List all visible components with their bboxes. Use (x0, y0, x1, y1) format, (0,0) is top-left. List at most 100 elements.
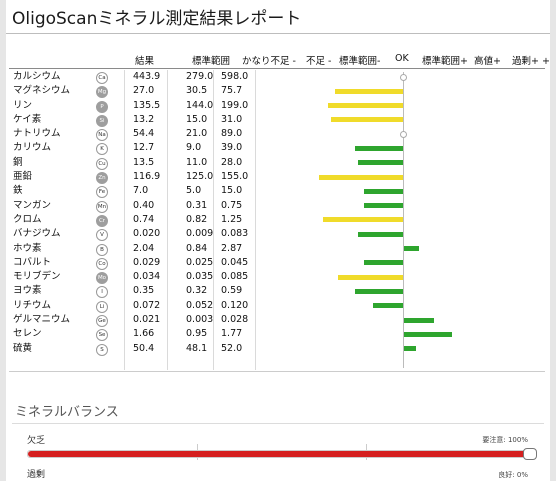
table-row: コバルト Co 0.029 0.025 0.045 (9, 256, 545, 270)
table-row: ゲルマニウム Ge 0.021 0.003 0.028 (9, 313, 545, 328)
range-low: 0.025 (186, 256, 214, 268)
range-low: 30.5 (186, 85, 208, 97)
range-low: 125.0 (186, 171, 214, 183)
range-low: 279.0 (186, 71, 214, 82)
mineral-name: ゲルマニウム (13, 314, 71, 326)
mineral-name: 銅 (13, 156, 23, 168)
element-symbol-badge: S (96, 343, 108, 356)
range-high: 39.0 (221, 142, 243, 154)
mineral-name: リチウム (13, 299, 52, 311)
header-range-plus: 標準範囲+ (422, 56, 468, 67)
excess-label: 過剰 (27, 470, 46, 480)
indicator-bar (338, 274, 403, 280)
table-row: クロム Cr 0.74 0.82 1.25 (9, 213, 545, 227)
range-low: 0.84 (186, 242, 208, 254)
header-result: 結果 (135, 56, 155, 67)
table-row: モリブデン Mo 0.034 0.035 0.085 (9, 270, 545, 285)
indicator-bar (404, 317, 434, 323)
mineral-result: 0.35 (133, 285, 155, 297)
element-symbol-badge: Mn (96, 200, 108, 213)
range-low: 0.95 (186, 328, 208, 340)
indicator-bar (358, 160, 403, 166)
mineral-result: 0.034 (133, 271, 161, 283)
table-row: ケイ素 Si 13.2 15.0 31.0 (9, 113, 545, 127)
range-high: 31.0 (221, 113, 243, 125)
indicator-bar (335, 88, 403, 94)
range-low: 21.0 (186, 128, 208, 140)
table-row: ナトリウム Na 54.4 21.0 89.0 (9, 127, 545, 142)
table-row: 硫黄 S 50.4 48.1 52.0 (9, 342, 545, 356)
table-row: マンガン Mn 0.40 0.31 0.75 (9, 199, 545, 213)
mineral-name: 亜鉛 (13, 171, 33, 183)
mineral-result: 54.4 (133, 128, 155, 140)
mineral-table: カルシウム Ca 443.9 279.0 598.0 マグネシウム Mg 27.0 30.5 75… (9, 70, 545, 356)
mineral-result: 443.9 (133, 71, 161, 82)
table-bottom-divider (9, 371, 545, 372)
table-row: ホウ素 B 2.04 0.84 2.87 (9, 242, 545, 256)
range-low: 144.0 (186, 99, 214, 111)
mineral-result: 0.029 (133, 256, 161, 268)
range-high: 1.25 (221, 213, 243, 225)
header-low: 不足 - (306, 56, 332, 67)
mineral-name: リン (13, 99, 33, 111)
mineral-result: 116.9 (133, 171, 161, 183)
mineral-name: マンガン (13, 199, 52, 211)
mineral-result: 0.072 (133, 299, 161, 311)
mineral-name: コバルト (13, 256, 52, 268)
element-symbol-badge: Mg (96, 86, 108, 99)
mineral-result: 0.40 (133, 199, 155, 211)
deficiency-status: 要注意: 100% (482, 436, 528, 444)
element-symbol-badge: V (96, 229, 108, 242)
ok-marker (399, 74, 407, 81)
table-row: カリウム K 12.7 9.0 39.0 (9, 141, 545, 156)
mineral-name: バナジウム (13, 228, 61, 240)
element-symbol-badge: Co (96, 257, 108, 270)
range-high: 0.120 (221, 299, 249, 311)
mineral-name: マグネシウム (13, 85, 71, 97)
indicator-bar (373, 303, 403, 309)
indicator-bar (319, 174, 403, 180)
balance-section-divider (12, 423, 544, 424)
mineral-result: 27.0 (133, 85, 155, 97)
range-low: 0.82 (186, 213, 208, 225)
range-high: 52.0 (221, 342, 243, 354)
mineral-name: ナトリウム (13, 128, 61, 140)
header-excess: 過剰+ + (512, 56, 550, 67)
indicator-bar (355, 288, 403, 294)
header-very-low: かなり不足 - (242, 56, 296, 67)
range-low: 9.0 (186, 142, 202, 154)
element-symbol-badge: Cr (96, 214, 108, 227)
header-range-minus: 標準範囲- (339, 56, 381, 67)
mineral-result: 0.74 (133, 213, 155, 225)
range-high: 0.75 (221, 199, 243, 211)
deficiency-gauge-knob (523, 448, 537, 460)
table-row: カルシウム Ca 443.9 279.0 598.0 (9, 70, 545, 84)
mineral-result: 0.021 (133, 314, 161, 326)
range-low: 0.003 (186, 314, 214, 326)
element-symbol-badge: I (96, 286, 108, 299)
report-panel: OligoScanミネラル測定結果レポート 結果 標準範囲 かなり不足 - 不足… (6, 0, 550, 481)
mineral-result: 2.04 (133, 242, 155, 254)
mineral-name: ホウ素 (13, 242, 42, 254)
range-high: 28.0 (221, 156, 243, 168)
column-divider (124, 70, 125, 370)
table-row: 亜鉛 Zn 116.9 125.0 155.0 (9, 170, 545, 185)
range-high: 2.87 (221, 242, 243, 254)
range-low: 15.0 (186, 113, 208, 125)
range-high: 199.0 (221, 99, 249, 111)
table-row: リン P 135.5 144.0 199.0 (9, 99, 545, 113)
element-symbol-badge: Ca (96, 72, 108, 84)
range-high: 0.083 (221, 228, 249, 240)
range-high: 89.0 (221, 128, 243, 140)
element-symbol-badge: B (96, 243, 108, 256)
element-symbol-badge: Li (96, 300, 108, 313)
indicator-bar (364, 203, 403, 209)
element-symbol-badge: K (96, 143, 108, 156)
indicator-bar (404, 246, 419, 252)
element-symbol-badge: Ge (96, 315, 108, 328)
header-ok: OK (395, 53, 409, 64)
range-high: 15.0 (221, 185, 243, 197)
indicator-bar (331, 117, 403, 123)
table-row: 銅 Cu 13.5 11.0 28.0 (9, 156, 545, 170)
mineral-result: 12.7 (133, 142, 155, 154)
